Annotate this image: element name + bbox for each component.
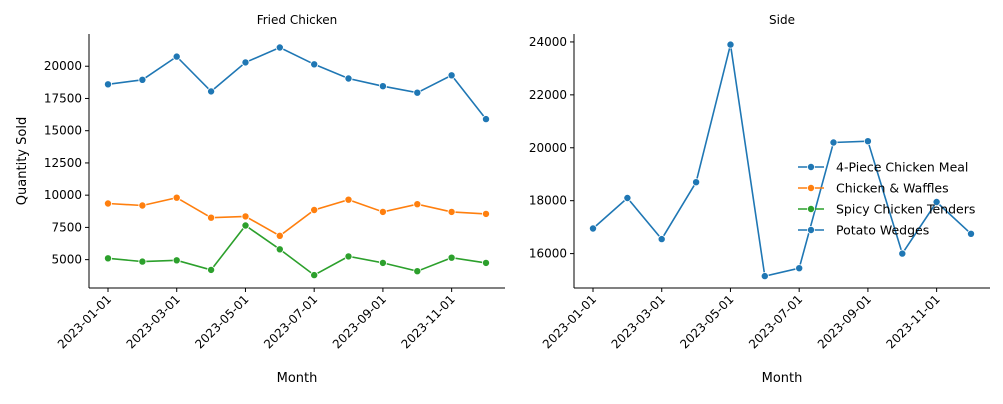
data-point [344, 252, 353, 261]
data-point [275, 43, 284, 52]
x-tick-label: 2023-09-01 [815, 292, 874, 351]
data-point [344, 195, 353, 204]
legend-label: Spicy Chicken Tenders [836, 202, 975, 217]
legend-marker [807, 162, 816, 171]
data-point [589, 224, 598, 233]
legend-label: Chicken & Waffles [836, 181, 949, 196]
x-tick-label: 2023-03-01 [609, 292, 668, 351]
data-point [447, 253, 456, 262]
x-axis-title: Month [277, 371, 318, 386]
y-tick-label: 18000 [529, 194, 567, 208]
legend-label: Potato Wedges [836, 223, 929, 238]
series-line [107, 196, 487, 237]
data-point [898, 249, 907, 258]
data-point [241, 58, 250, 67]
legend-marker [807, 225, 816, 234]
data-point [447, 71, 456, 80]
x-tick-label: 2023-01-01 [55, 292, 114, 351]
data-point [378, 82, 387, 91]
series-line [592, 44, 972, 278]
y-tick-label: 20000 [44, 59, 82, 73]
data-point [104, 80, 113, 89]
x-tick-label: 2023-09-01 [330, 292, 389, 351]
data-point [413, 200, 422, 209]
y-tick-label: 16000 [529, 247, 567, 261]
data-point [241, 212, 250, 221]
data-point [104, 199, 113, 208]
data-point [207, 87, 216, 96]
series-line [107, 46, 487, 120]
data-point [657, 235, 666, 244]
panel-title: Fried Chicken [257, 13, 338, 27]
data-point [172, 52, 181, 61]
data-point [378, 258, 387, 267]
x-tick-label: 2023-03-01 [124, 292, 183, 351]
data-point [207, 265, 216, 274]
data-point [344, 74, 353, 83]
y-tick-label: 24000 [529, 35, 567, 49]
y-tick-label: 20000 [529, 141, 567, 155]
data-point [481, 258, 490, 267]
y-tick-label: 22000 [529, 88, 567, 102]
y-tick-label: 10000 [44, 188, 82, 202]
data-point [760, 272, 769, 281]
data-point [310, 271, 319, 280]
legend-marker [807, 204, 816, 213]
data-point [172, 193, 181, 202]
x-tick-label: 2023-11-01 [399, 292, 458, 351]
data-point [104, 254, 113, 263]
data-point [310, 60, 319, 69]
series-line [107, 224, 487, 277]
data-point [447, 207, 456, 216]
y-axis-title: Quantity Sold [15, 117, 30, 205]
data-point [795, 264, 804, 273]
data-point [207, 213, 216, 222]
legend-label: 4-Piece Chicken Meal [836, 160, 968, 175]
data-point [138, 257, 147, 266]
data-point [413, 267, 422, 276]
data-point [241, 221, 250, 230]
data-point [481, 209, 490, 218]
x-tick-label: 2023-11-01 [884, 292, 943, 351]
data-point [310, 205, 319, 214]
panel-title: Side [769, 13, 795, 27]
data-point [863, 137, 872, 146]
data-point [967, 229, 976, 238]
data-point [481, 115, 490, 124]
data-point [172, 256, 181, 265]
data-point [138, 75, 147, 84]
data-point [623, 193, 632, 202]
y-tick-label: 5000 [51, 253, 82, 267]
data-point [726, 40, 735, 49]
y-tick-label: 7500 [51, 220, 82, 234]
data-point [138, 201, 147, 210]
data-point [932, 197, 941, 206]
y-tick-label: 15000 [44, 124, 82, 138]
x-tick-label: 2023-07-01 [261, 292, 320, 351]
x-tick-label: 2023-05-01 [677, 292, 736, 351]
data-point [378, 207, 387, 216]
data-point [692, 178, 701, 187]
x-tick-label: 2023-07-01 [746, 292, 805, 351]
x-axis-title: Month [762, 371, 803, 386]
data-point [275, 245, 284, 254]
x-tick-label: 2023-01-01 [540, 292, 599, 351]
x-tick-label: 2023-05-01 [192, 292, 251, 351]
y-tick-label: 17500 [44, 91, 82, 105]
data-point [275, 231, 284, 240]
data-point [829, 138, 838, 147]
y-tick-label: 12500 [44, 156, 82, 170]
legend-marker [807, 183, 816, 192]
data-point [413, 88, 422, 97]
